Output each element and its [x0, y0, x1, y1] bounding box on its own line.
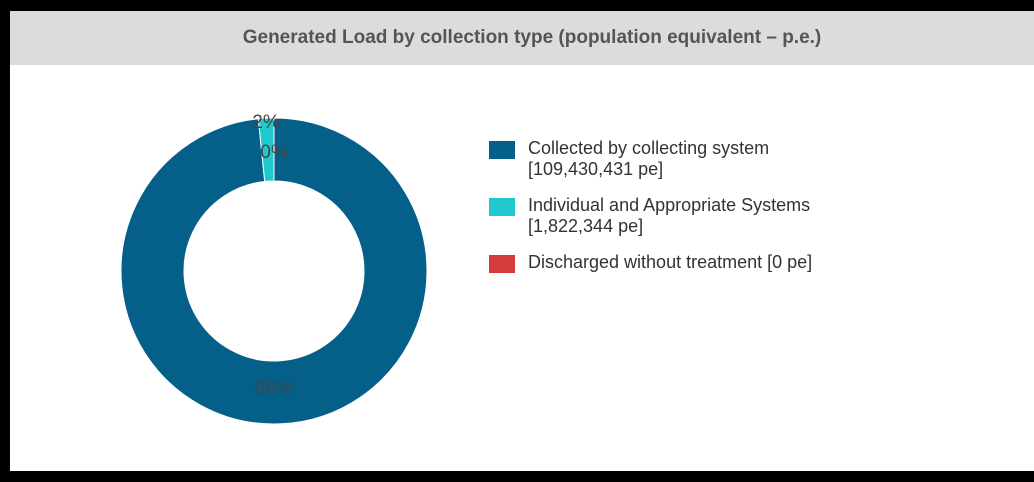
legend-label-individual-line1: Individual and Appropriate Systems: [528, 195, 811, 215]
donut-slice-individual[interactable]: [257, 117, 275, 183]
legend-item-individual[interactable]: Individual and Appropriate Systems [1,82…: [489, 195, 1009, 237]
chart-panel: Generated Load by collection type (popul…: [10, 11, 1034, 471]
legend-label-individual-line2: [1,822,344 pe]: [528, 216, 644, 236]
pct-label-collected: 98%: [255, 378, 293, 399]
legend-swatch-individual: [489, 198, 515, 216]
donut-chart: 98% 2% 0%: [120, 112, 428, 425]
legend-item-discharged[interactable]: Discharged without treatment [0 pe]: [489, 252, 1009, 273]
legend-item-collected[interactable]: Collected by collecting system [109,430,…: [489, 138, 1009, 180]
legend-label-collected-line1: Collected by collecting system: [528, 138, 770, 158]
legend-swatch-collected: [489, 141, 515, 159]
chart-title: Generated Load by collection type (popul…: [242, 27, 822, 48]
pct-label-discharged: 0%: [260, 142, 288, 163]
legend-label-collected-line2: [109,430,431 pe]: [528, 159, 664, 179]
donut-slice-collected[interactable]: [120, 117, 428, 425]
legend-swatch-discharged: [489, 255, 515, 273]
legend-label-discharged: Discharged without treatment [0 pe]: [528, 252, 813, 272]
chart-title-bar: Generated Load by collection type (popul…: [10, 11, 1034, 65]
pct-label-individual: 2%: [252, 112, 280, 133]
chart-legend: Collected by collecting system [109,430,…: [489, 138, 1009, 273]
